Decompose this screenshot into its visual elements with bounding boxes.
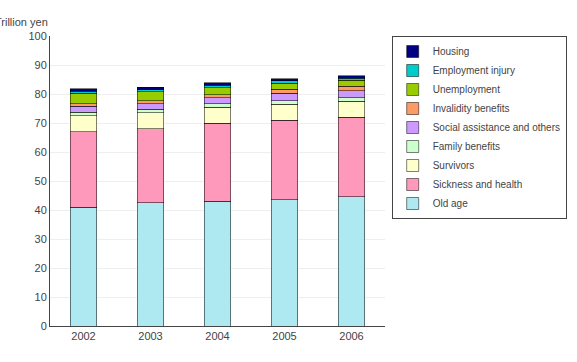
svg-text:Family benefits: Family benefits <box>433 141 500 152</box>
svg-text:100: 100 <box>28 30 46 42</box>
svg-text:2003: 2003 <box>138 330 162 342</box>
svg-text:Unemployment: Unemployment <box>433 84 500 95</box>
svg-text:50: 50 <box>35 175 47 187</box>
svg-text:Trillion yen: Trillion yen <box>0 16 48 28</box>
svg-text:80: 80 <box>35 88 47 100</box>
svg-text:2004: 2004 <box>205 330 229 342</box>
svg-text:60: 60 <box>35 146 47 158</box>
svg-text:40: 40 <box>35 204 47 216</box>
svg-text:0: 0 <box>41 320 47 332</box>
svg-text:Housing: Housing <box>433 46 470 57</box>
svg-text:Survivors: Survivors <box>433 160 475 171</box>
svg-text:20: 20 <box>35 262 47 274</box>
svg-text:70: 70 <box>35 117 47 129</box>
svg-text:Sickness and health: Sickness and health <box>433 179 523 190</box>
svg-text:Old age: Old age <box>433 198 468 209</box>
svg-text:Employment injury: Employment injury <box>433 65 515 76</box>
svg-text:2006: 2006 <box>339 330 363 342</box>
svg-text:90: 90 <box>35 59 47 71</box>
svg-text:30: 30 <box>35 233 47 245</box>
svg-text:2002: 2002 <box>71 330 95 342</box>
svg-text:Invalidity benefits: Invalidity benefits <box>433 103 510 114</box>
svg-text:Social assistance and others: Social assistance and others <box>433 122 560 133</box>
svg-text:10: 10 <box>35 291 47 303</box>
svg-text:2005: 2005 <box>272 330 296 342</box>
